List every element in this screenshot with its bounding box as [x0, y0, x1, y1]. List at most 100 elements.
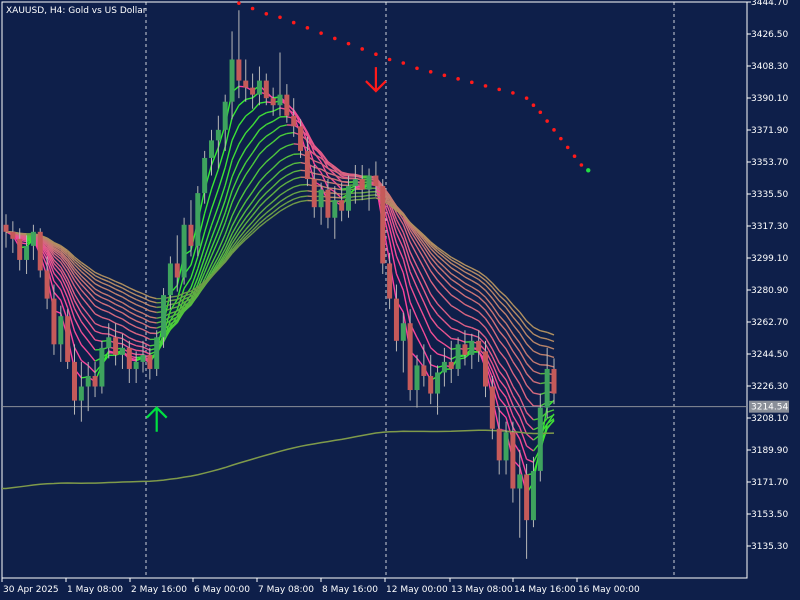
ma-ribbon-segment — [46, 249, 55, 264]
ma-ribbon-segment — [204, 255, 213, 273]
ma-ribbon-segment — [108, 333, 116, 338]
ma-ribbon-segment — [526, 320, 534, 328]
ma-ribbon-segment — [484, 318, 493, 329]
ma-ribbon-segment — [416, 236, 425, 248]
candle-body — [352, 179, 358, 187]
ma-ribbon-segment — [272, 206, 281, 213]
ma-ribbon-segment — [142, 346, 151, 351]
ma-ribbon-segment — [279, 156, 288, 162]
ma-ribbon-segment — [471, 327, 479, 332]
ma-ribbon-segment — [443, 254, 452, 261]
ma-ribbon-segment — [471, 299, 480, 305]
psar-dot — [524, 96, 529, 100]
ma-ribbon-segment — [272, 201, 281, 208]
ma-ribbon-segment — [210, 261, 219, 274]
ma-ribbon-segment — [258, 183, 267, 193]
ma-ribbon-segment — [491, 297, 500, 309]
ma-ribbon-segment — [484, 327, 493, 339]
ma-ribbon-segment — [450, 285, 459, 292]
ma-ribbon-segment — [53, 248, 62, 255]
ma-ribbon-segment — [231, 174, 240, 192]
ma-ribbon-segment — [224, 117, 233, 147]
ma-ribbon-segment — [334, 182, 342, 186]
ma-ribbon-segment — [341, 172, 349, 176]
y-axis-tick-label: 3171.70 — [751, 478, 788, 488]
ma-ribbon-segment — [19, 237, 27, 241]
x-axis-tick-label: 8 May 16:00 — [322, 585, 378, 595]
ma-ribbon-segment — [512, 395, 521, 408]
candle-body — [524, 474, 530, 521]
candle-body — [65, 316, 71, 362]
ma-ribbon-segment — [217, 242, 226, 258]
ma-ribbon-segment — [53, 245, 62, 251]
ma-ribbon-segment — [533, 370, 541, 375]
ma-ribbon-segment — [210, 249, 219, 265]
ma-ribbon-segment — [491, 328, 500, 341]
ma-ribbon-segment — [505, 301, 514, 311]
ma-ribbon-segment — [457, 266, 466, 273]
ma-ribbon-segment — [279, 124, 288, 128]
ma-ribbon-segment — [450, 267, 459, 273]
candle-body — [318, 189, 324, 208]
candle-body — [551, 368, 557, 394]
ma-ribbon-segment — [457, 260, 466, 266]
ma-ribbon-segment — [204, 263, 213, 280]
y-axis-tick-label: 3299.10 — [751, 254, 788, 264]
ma-ribbon-segment — [546, 345, 555, 350]
ma-ribbon-segment — [519, 371, 528, 386]
ma-ribbon-segment — [87, 352, 96, 362]
ma-ribbon-segment — [471, 267, 479, 273]
ma-ribbon-segment — [128, 329, 137, 335]
ma-ribbon-segment — [190, 292, 199, 300]
ma-ribbon-segment — [279, 206, 288, 212]
x-axis-tick-label: 2 May 16:00 — [131, 585, 187, 595]
ma-ribbon-segment — [272, 194, 281, 202]
ma-ribbon-segment — [464, 333, 472, 336]
ma-ribbon-segment — [190, 294, 199, 303]
ma-ribbon-segment — [252, 206, 260, 216]
ma-ribbon-segment — [190, 277, 199, 295]
ma-ribbon-segment — [293, 196, 301, 200]
ma-ribbon-segment — [423, 242, 432, 254]
ma-ribbon-segment — [388, 205, 398, 226]
ma-ribbon-segment — [122, 343, 130, 349]
ma-ribbon-segment — [272, 148, 281, 157]
ma-ribbon-segment — [272, 116, 281, 122]
x-axis-tick-label: 6 May 00:00 — [194, 585, 250, 595]
ma-ribbon-segment — [437, 314, 445, 322]
ma-ribbon-segment — [87, 272, 96, 280]
ma-ribbon-segment — [491, 348, 500, 364]
ma-ribbon-segment — [142, 323, 151, 328]
ma-ribbon-segment — [122, 296, 130, 302]
ma-ribbon-segment — [252, 218, 260, 228]
ma-ribbon-segment — [478, 290, 486, 298]
ma-ribbon-segment — [245, 229, 254, 238]
y-axis-tick-label: 3135.30 — [751, 542, 788, 552]
current-price-tag — [749, 400, 789, 413]
ma-ribbon-segment — [46, 259, 55, 282]
ma-ribbon-segment — [320, 174, 329, 179]
ma-ribbon-segment — [217, 212, 226, 232]
ma-ribbon-segment — [286, 186, 295, 192]
ma-ribbon-segment — [108, 285, 116, 290]
ma-ribbon-segment — [341, 171, 349, 175]
ma-ribbon-segment — [279, 174, 288, 181]
ma-ribbon-segment — [46, 243, 55, 254]
ma-ribbon-segment — [80, 331, 89, 342]
candle-body — [72, 361, 77, 401]
ma-ribbon-segment — [327, 172, 336, 176]
ma-ribbon-segment — [245, 221, 254, 230]
ma-ribbon-segment — [231, 221, 240, 235]
ma-ribbon-segment — [74, 256, 82, 264]
ma-ribbon-segment — [300, 195, 308, 198]
candle-body — [243, 80, 249, 88]
ma-ribbon-segment — [478, 278, 486, 286]
ma-ribbon-segment — [67, 251, 75, 260]
y-axis-tick-label: 3353.70 — [751, 158, 788, 168]
ma-ribbon-segment — [135, 309, 144, 314]
ma-ribbon-segment — [73, 279, 82, 291]
y-axis-tick-label: 3280.90 — [751, 286, 788, 296]
ma-ribbon-segment — [498, 294, 507, 303]
ma-ribbon-segment — [443, 271, 452, 280]
